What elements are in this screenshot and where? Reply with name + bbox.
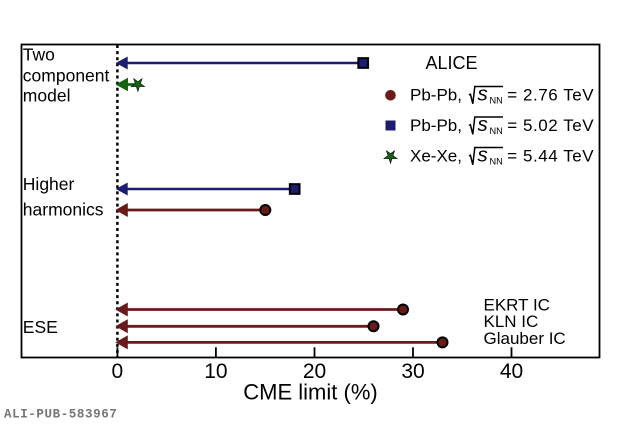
- svg-text:= 2.76 TeV: = 2.76 TeV: [507, 86, 594, 105]
- svg-text:40: 40: [500, 360, 523, 383]
- svg-text:CME limit (%): CME limit (%): [243, 380, 377, 405]
- svg-text:ESE: ESE: [23, 317, 58, 337]
- svg-text:KLN IC: KLN IC: [484, 312, 539, 331]
- svg-text:Pb-Pb,: Pb-Pb,: [410, 116, 462, 135]
- svg-text:component: component: [23, 66, 110, 86]
- svg-text:Higher: Higher: [23, 174, 75, 194]
- svg-text:= 5.02 TeV: = 5.02 TeV: [507, 116, 594, 135]
- svg-text:s: s: [478, 83, 488, 106]
- svg-text:Pb-Pb,: Pb-Pb,: [410, 86, 462, 105]
- svg-text:Glauber IC: Glauber IC: [484, 329, 566, 348]
- svg-text:Two: Two: [23, 45, 55, 65]
- svg-text:harmonics: harmonics: [23, 199, 104, 219]
- svg-text:ALI-PUB-583967: ALI-PUB-583967: [4, 408, 117, 422]
- svg-text:0: 0: [112, 360, 124, 383]
- svg-text:20: 20: [303, 360, 326, 383]
- svg-text:EKRT IC: EKRT IC: [484, 296, 550, 315]
- svg-text:ALICE: ALICE: [425, 53, 477, 73]
- svg-text:NN: NN: [490, 126, 503, 136]
- svg-text:NN: NN: [490, 95, 503, 105]
- svg-text:= 5.44 TeV: = 5.44 TeV: [507, 147, 594, 166]
- svg-text:30: 30: [401, 360, 424, 383]
- svg-text:10: 10: [204, 360, 227, 383]
- svg-text:s: s: [478, 144, 488, 167]
- svg-text:Xe-Xe,: Xe-Xe,: [410, 147, 462, 166]
- svg-text:s: s: [478, 113, 488, 136]
- svg-text:model: model: [23, 86, 71, 106]
- svg-text:NN: NN: [490, 156, 503, 166]
